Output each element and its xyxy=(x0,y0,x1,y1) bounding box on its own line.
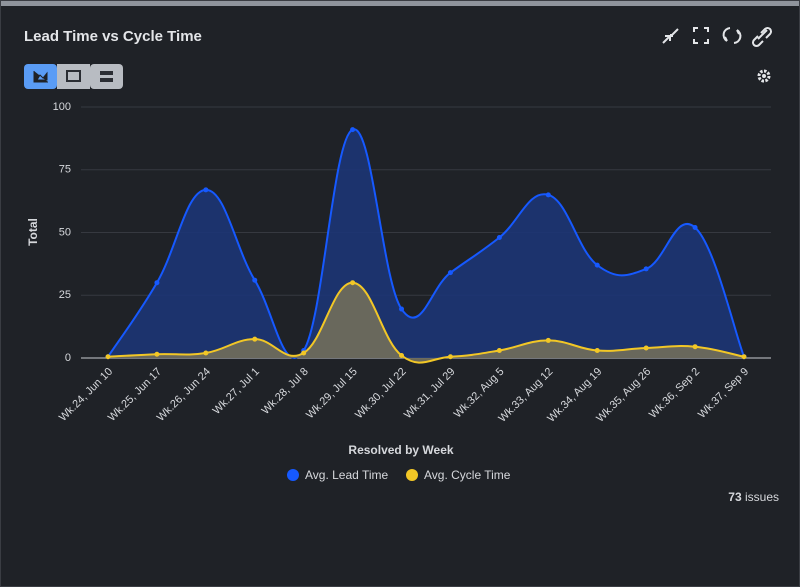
x-tick-label: Wk.32, Aug 5 xyxy=(452,366,507,421)
data-point xyxy=(203,350,209,356)
x-tick-label: Wk.37, Sep 9 xyxy=(696,366,751,421)
table-view-button[interactable] xyxy=(57,64,90,89)
data-point xyxy=(594,262,600,268)
data-point xyxy=(545,192,551,198)
data-point xyxy=(496,235,502,241)
legend-item[interactable]: Avg. Cycle Time xyxy=(406,468,511,482)
data-point xyxy=(741,354,747,360)
x-tick-label: Wk.27, Jul 1 xyxy=(211,366,262,417)
y-tick-label: 50 xyxy=(59,226,71,238)
y-axis-title: Total xyxy=(26,218,40,246)
legend-marker xyxy=(406,469,418,481)
issue-count: 73 issues xyxy=(728,490,779,504)
data-point xyxy=(545,337,551,343)
data-point xyxy=(105,354,111,360)
legend-marker xyxy=(287,469,299,481)
widget-title: Lead Time vs Cycle Time xyxy=(24,28,202,45)
y-tick-label: 75 xyxy=(59,164,71,176)
data-point xyxy=(350,127,356,133)
view-toggle xyxy=(24,64,123,89)
data-point xyxy=(252,336,258,342)
data-point xyxy=(692,224,698,230)
legend-label: Avg. Lead Time xyxy=(305,468,388,482)
link-icon[interactable] xyxy=(751,26,773,48)
y-tick-label: 100 xyxy=(53,101,71,113)
data-point xyxy=(643,345,649,351)
x-tick-label: Wk.29, Jul 15 xyxy=(304,366,360,422)
data-point xyxy=(496,347,502,353)
issue-count-number: 73 xyxy=(728,490,742,504)
data-point xyxy=(692,344,698,350)
chart-view-button[interactable] xyxy=(24,64,57,89)
issue-count-label: issues xyxy=(745,490,779,504)
data-point xyxy=(594,347,600,353)
settings-icon[interactable] xyxy=(757,69,771,83)
data-point xyxy=(643,266,649,272)
x-axis-title: Resolved by Week xyxy=(348,443,453,457)
x-tick-label: Wk.31, Jul 29 xyxy=(402,366,458,422)
data-point xyxy=(350,280,356,286)
data-point xyxy=(154,351,160,357)
data-point xyxy=(447,354,453,360)
data-point xyxy=(301,350,307,356)
legend-item[interactable]: Avg. Lead Time xyxy=(287,468,388,482)
series-line xyxy=(107,128,745,359)
fullscreen-icon[interactable] xyxy=(693,27,709,44)
data-point xyxy=(252,277,258,283)
x-tick-label: Wk.28, Jul 8 xyxy=(260,366,311,417)
data-point xyxy=(447,270,453,276)
data-point xyxy=(399,352,405,358)
chart-icon xyxy=(33,71,48,83)
legend-label: Avg. Cycle Time xyxy=(424,468,511,482)
x-tick-label: Wk.36, Sep 2 xyxy=(647,366,702,421)
table-icon xyxy=(66,70,81,82)
detail-icon xyxy=(100,71,113,75)
detail-view-button[interactable] xyxy=(90,64,123,89)
top-strip xyxy=(1,1,799,6)
series-line xyxy=(107,281,745,364)
data-point xyxy=(154,280,160,286)
y-tick-label: 0 xyxy=(65,352,71,364)
refresh-icon[interactable] xyxy=(722,27,742,44)
detail-icon xyxy=(100,78,113,82)
x-tick-label: Wk.30, Jul 22 xyxy=(353,366,409,422)
data-point xyxy=(203,187,209,193)
series-area xyxy=(108,129,744,358)
collapse-icon[interactable] xyxy=(662,28,679,44)
y-tick-label: 25 xyxy=(59,289,71,301)
toolbar xyxy=(662,26,773,48)
data-point xyxy=(399,306,405,312)
